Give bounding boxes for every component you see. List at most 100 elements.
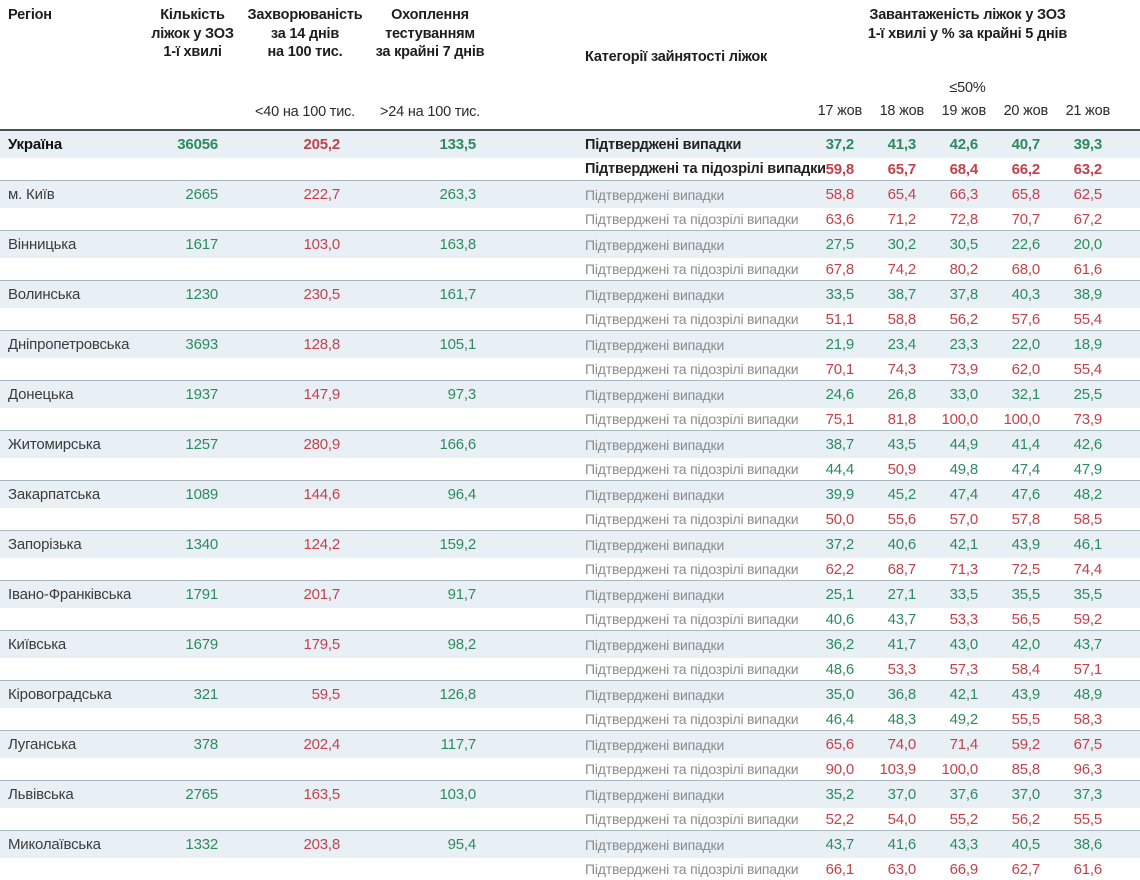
occupancy-value: 21,9 <box>825 336 855 353</box>
occupancy-value: 42,6 <box>1073 436 1103 453</box>
occupancy-value: 25,5 <box>1073 386 1103 403</box>
beds-count: 1791 <box>185 586 218 603</box>
occupancy-value: 68,4 <box>949 160 979 178</box>
date-columns: 17 жов 18 жов 19 жов 20 жов 21 жов <box>810 103 1120 119</box>
category-confirmed-suspected-label: Підтверджені та підозрілі випадки <box>585 311 799 327</box>
occupancy-value: 74,4 <box>1073 560 1103 578</box>
incidence-value: 230,5 <box>303 286 340 303</box>
occupancy-value: 67,8 <box>825 260 855 278</box>
category-confirmed-label: Підтверджені випадки <box>585 586 725 603</box>
occupancy-value: 56,2 <box>949 310 979 328</box>
occupancy-value: 100,0 <box>941 410 978 428</box>
beds-count: 1257 <box>185 436 218 453</box>
occupancy-value: 68,0 <box>1011 260 1041 278</box>
occupancy-value: 25,1 <box>825 586 855 603</box>
occupancy-value: 41,4 <box>1011 436 1041 453</box>
region-name: Миколаївська <box>8 836 101 853</box>
confirmed-row: Закарпатська 1089 144,6 96,4 Підтверджен… <box>0 481 1140 508</box>
occupancy-value: 43,9 <box>1011 536 1041 553</box>
occupancy-value: 58,3 <box>1073 710 1103 728</box>
occupancy-value: 47,9 <box>1073 460 1103 478</box>
occupancy-value: 80,2 <box>949 260 979 278</box>
incidence-value: 203,8 <box>303 836 340 853</box>
confirmed-suspected-row: Підтверджені та підозрілі випадки 70,1 7… <box>0 358 1140 380</box>
incidence-value: 163,5 <box>303 786 340 803</box>
testing-value: 97,3 <box>447 386 477 403</box>
region-group: Івано-Франківська 1791 201,7 91,7 Підтве… <box>0 580 1140 630</box>
occupancy-value: 58,8 <box>825 186 855 203</box>
occupancy-value: 57,3 <box>949 660 979 678</box>
occupancy-value: 53,3 <box>887 660 917 678</box>
table-header: Регіон Кількість ліжок у ЗОЗ 1-ї хвилі З… <box>0 0 1140 131</box>
occupancy-value: 56,2 <box>1011 810 1041 828</box>
occupancy-value: 57,1 <box>1073 660 1103 678</box>
region-name: Івано-Франківська <box>8 586 132 603</box>
occupancy-value: 65,4 <box>887 186 917 203</box>
category-confirmed-suspected-label: Підтверджені та підозрілі випадки <box>585 711 799 727</box>
occupancy-value: 53,3 <box>949 610 979 628</box>
occupancy-value: 66,1 <box>825 860 855 878</box>
occupancy-value: 37,2 <box>825 536 855 553</box>
testing-threshold: >24 на 100 тис. <box>380 104 480 120</box>
testing-value: 163,8 <box>439 236 476 253</box>
category-confirmed-suspected-label: Підтверджені та підозрілі випадки <box>585 611 799 627</box>
category-confirmed-suspected-label: Підтверджені та підозрілі випадки <box>585 211 799 227</box>
category-confirmed-label: Підтверджені випадки <box>585 336 725 353</box>
beds-count: 1230 <box>185 286 218 303</box>
occupancy-value: 22,6 <box>1011 236 1041 253</box>
confirmed-row: Київська 1679 179,5 98,2 Підтверджені ви… <box>0 631 1140 658</box>
occupancy-value: 74,2 <box>887 260 917 278</box>
occupancy-value: 50,0 <box>825 510 855 528</box>
occupancy-value: 90,0 <box>825 760 855 778</box>
occupancy-value: 68,7 <box>887 560 917 578</box>
incidence-value: 222,7 <box>303 186 340 203</box>
testing-value: 103,0 <box>439 786 476 803</box>
occupancy-value: 100,0 <box>1003 410 1040 428</box>
occupancy-value: 52,2 <box>825 810 855 828</box>
occupancy-value: 67,5 <box>1073 736 1103 753</box>
occupancy-value: 65,6 <box>825 736 855 753</box>
occupancy-value: 59,2 <box>1011 736 1041 753</box>
confirmed-suspected-row: Підтверджені та підозрілі випадки 75,1 8… <box>0 408 1140 430</box>
occupancy-value: 67,2 <box>1073 210 1103 228</box>
region-group: Дніпропетровська 3693 128,8 105,1 Підтве… <box>0 330 1140 380</box>
occupancy-value: 37,3 <box>1073 786 1103 803</box>
beds-count: 1340 <box>185 536 218 553</box>
category-confirmed-suspected-label: Підтверджені та підозрілі випадки <box>585 461 799 477</box>
incidence-value: 128,8 <box>303 336 340 353</box>
occupancy-value: 59,2 <box>1073 610 1103 628</box>
occupancy-value: 85,8 <box>1011 760 1041 778</box>
occupancy-value: 47,4 <box>949 486 979 503</box>
occupancy-value: 39,9 <box>825 486 855 503</box>
occupancy-value: 70,7 <box>1011 210 1041 228</box>
region-name: Луганська <box>8 736 77 753</box>
category-confirmed-label: Підтверджені випадки <box>585 386 725 403</box>
occupancy-value: 41,7 <box>887 636 917 653</box>
occupancy-value: 40,6 <box>887 536 917 553</box>
testing-value: 166,6 <box>439 436 476 453</box>
occupancy-value: 40,3 <box>1011 286 1041 303</box>
region-name: Донецька <box>8 386 74 403</box>
confirmed-suspected-row: Підтверджені та підозрілі випадки 51,1 5… <box>0 308 1140 330</box>
region-name: Україна <box>8 136 62 153</box>
category-confirmed-label: Підтверджені випадки <box>585 486 725 503</box>
occupancy-value: 43,7 <box>1073 636 1103 653</box>
occupancy-value: 43,7 <box>825 836 855 853</box>
testing-value: 96,4 <box>447 486 477 503</box>
region-group: Вінницька 1617 103,0 163,8 Підтверджені … <box>0 230 1140 280</box>
beds-count: 1332 <box>185 836 218 853</box>
beds-count: 1617 <box>185 236 218 253</box>
occupancy-value: 43,9 <box>1011 686 1041 703</box>
category-confirmed-label: Підтверджені випадки <box>585 536 725 553</box>
category-confirmed-suspected-label: Підтверджені та підозрілі випадки <box>585 511 799 527</box>
occupancy-value: 23,4 <box>887 336 917 353</box>
occupancy-value: 65,7 <box>887 160 917 178</box>
occupancy-value: 37,6 <box>949 786 979 803</box>
occupancy-value: 48,9 <box>1073 686 1103 703</box>
region-group: Кіровоградська 321 59,5 126,8 Підтвердже… <box>0 680 1140 730</box>
occupancy-value: 62,2 <box>825 560 855 578</box>
occupancy-value: 48,3 <box>887 710 917 728</box>
occupancy-value: 33,5 <box>825 286 855 303</box>
confirmed-row: Запорізька 1340 124,2 159,2 Підтверджені… <box>0 531 1140 558</box>
occupancy-value: 33,0 <box>949 386 979 403</box>
